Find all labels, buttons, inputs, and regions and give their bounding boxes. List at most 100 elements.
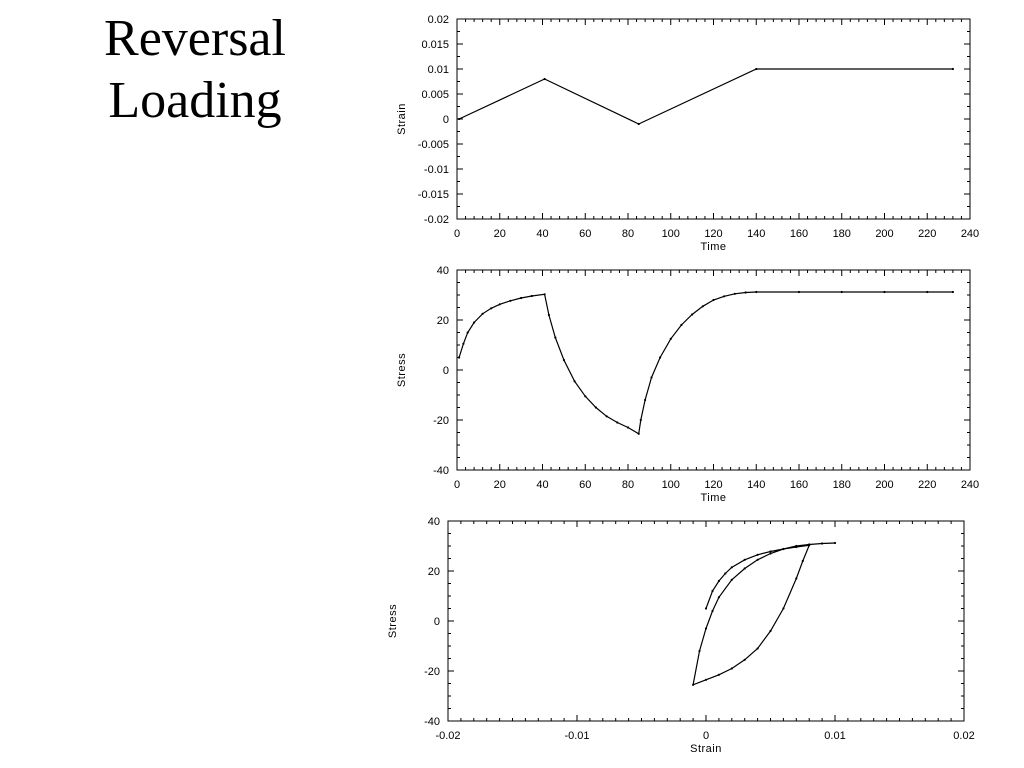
- x-tick-label: 0: [703, 730, 709, 742]
- data-point: [756, 558, 759, 561]
- data-point: [616, 421, 619, 424]
- y-tick-label: -20: [424, 666, 440, 678]
- data-point: [639, 418, 642, 422]
- x-tick-label: 240: [961, 479, 979, 491]
- x-tick-label: 60: [579, 228, 591, 240]
- data-point: [573, 380, 576, 383]
- x-tick-label: -0.02: [435, 730, 460, 742]
- data-point: [698, 649, 701, 653]
- data-point: [530, 294, 533, 298]
- y-tick-label: 20: [437, 315, 449, 327]
- data-point: [481, 312, 484, 315]
- data-point: [543, 293, 546, 296]
- x-tick-label: 180: [833, 228, 851, 240]
- x-tick-label: 80: [622, 479, 634, 491]
- slide-title-line2: Loading: [108, 72, 282, 129]
- plot-frame: [447, 520, 965, 722]
- x-tick-label: 0.02: [953, 730, 974, 742]
- data-point: [458, 117, 461, 121]
- y-tick-label: 0.01: [428, 64, 449, 76]
- data-point: [704, 678, 708, 681]
- x-axis-label: Strain: [690, 743, 722, 755]
- data-point: [743, 558, 746, 561]
- x-tick-label: 100: [662, 479, 680, 491]
- x-tick-label: 0.01: [824, 730, 845, 742]
- data-point: [711, 609, 714, 613]
- data-point: [692, 683, 695, 686]
- data-point: [704, 627, 708, 630]
- x-tick-label: 220: [918, 479, 936, 491]
- data-point: [637, 432, 640, 435]
- x-tick-label: 60: [579, 479, 591, 491]
- data-point: [509, 299, 512, 302]
- x-tick-label: 200: [875, 479, 893, 491]
- x-tick-label: 20: [494, 228, 506, 240]
- x-tick-label: 140: [747, 479, 765, 491]
- data-point: [733, 292, 737, 295]
- data-point: [755, 67, 758, 71]
- data-point: [554, 336, 557, 339]
- data-point: [498, 303, 501, 306]
- data-point: [659, 356, 662, 359]
- x-tick-label: 0: [454, 228, 460, 240]
- x-tick-label: 40: [536, 479, 548, 491]
- data-point: [562, 358, 566, 362]
- data-point: [782, 607, 785, 610]
- data-point: [458, 356, 461, 359]
- data-point: [462, 342, 465, 345]
- data-point: [473, 321, 476, 324]
- data-point: [801, 559, 804, 563]
- x-tick-label: 160: [790, 479, 808, 491]
- data-point: [466, 331, 469, 334]
- y-tick-label: -0.015: [418, 189, 449, 201]
- data-point: [730, 667, 733, 670]
- y-tick-label: 0: [434, 616, 440, 628]
- data-point: [605, 415, 608, 418]
- x-tick-label: 160: [790, 228, 808, 240]
- slide-title-line1: Reversal: [104, 10, 286, 67]
- data-point: [704, 607, 708, 610]
- stress-vs-time-chart: 0 20 40 60 80 100 120 140 160 180 200 220 240 -40 -20 0…: [396, 265, 979, 504]
- data-point: [543, 77, 546, 81]
- plot-frame: [456, 18, 971, 220]
- y-tick-label: 0: [443, 365, 449, 377]
- data-point: [769, 550, 772, 553]
- series-line: [458, 68, 953, 125]
- y-tick-label: 0: [443, 114, 449, 126]
- x-tick-label: 200: [875, 228, 893, 240]
- y-tick-label: 40: [428, 516, 440, 528]
- data-point: [669, 337, 672, 340]
- data-point: [730, 566, 733, 569]
- data-point: [644, 398, 647, 402]
- data-point: [795, 577, 798, 580]
- x-tick-label: 240: [961, 228, 979, 240]
- data-point: [680, 323, 683, 327]
- data-point: [821, 542, 824, 545]
- x-tick-label: 220: [918, 228, 936, 240]
- data-point: [840, 290, 843, 294]
- y-tick-label: -0.02: [424, 214, 449, 226]
- x-tick-label: 40: [536, 228, 548, 240]
- data-point: [808, 543, 811, 546]
- data-point: [724, 572, 727, 575]
- data-point: [883, 290, 886, 294]
- y-tick-label: -40: [433, 465, 449, 477]
- data-point: [723, 295, 726, 298]
- data-point: [769, 629, 772, 633]
- x-axis-label: Time: [700, 492, 726, 504]
- data-point: [717, 596, 721, 599]
- data-point: [520, 296, 523, 300]
- data-point: [755, 290, 758, 294]
- x-axis-label: Time: [700, 241, 726, 253]
- data-point: [744, 291, 747, 294]
- series-line: [692, 542, 836, 686]
- y-axis-label: Stress: [387, 604, 399, 638]
- data-point: [743, 567, 746, 570]
- x-tick-label: 120: [704, 479, 722, 491]
- data-point: [756, 647, 759, 650]
- data-point: [490, 307, 493, 310]
- stress-vs-strain-chart: -0.02 -0.01 0 0.01 0.02 -40 -20 0 20 40 Strain Stre…: [387, 516, 975, 755]
- data-point: [650, 376, 653, 379]
- y-tick-label: 40: [437, 265, 449, 277]
